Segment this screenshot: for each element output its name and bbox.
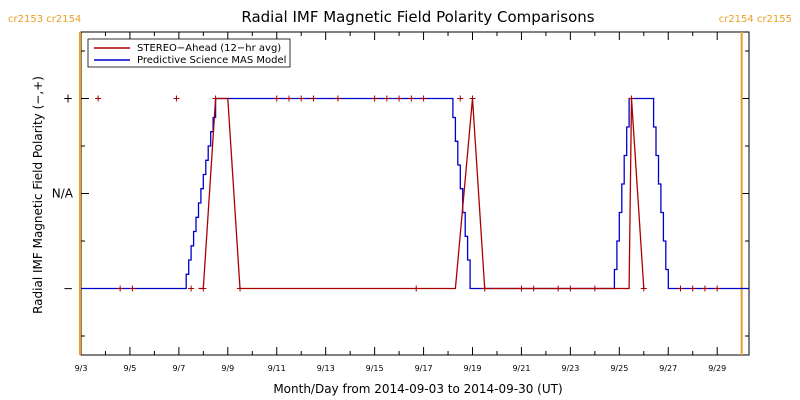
plot-frame xyxy=(80,31,750,356)
legend: STEREO−Ahead (12−hr avg) Predictive Scie… xyxy=(87,38,291,68)
y-axis-label: Radial IMF Magnetic Field Polarity (−,+) xyxy=(31,76,45,314)
x-tick-label: 9/11 xyxy=(268,364,286,373)
legend-mas-label: Predictive Science MAS Model xyxy=(137,55,286,66)
chart-title: Radial IMF Magnetic Field Polarity Compa… xyxy=(241,8,594,26)
x-tick-label: 9/9 xyxy=(221,364,234,373)
x-tick-label: 9/5 xyxy=(124,364,137,373)
axis-ticks xyxy=(80,32,749,355)
y-tick-label: − xyxy=(63,282,73,296)
series-mas-line xyxy=(81,97,749,290)
y-tick-label: + xyxy=(63,92,73,106)
carrington-left-label: cr2153 cr2154 xyxy=(8,14,81,25)
series-stereo-markers xyxy=(95,95,721,292)
x-tick-label: 9/3 xyxy=(75,364,88,373)
y-tick-label: N/A xyxy=(52,187,74,201)
x-tick-label: 9/25 xyxy=(610,364,628,373)
carrington-right-label: cr2154 cr2155 xyxy=(719,14,792,25)
x-tick-label: 9/23 xyxy=(561,364,579,373)
y-tick-labels: + N/A − xyxy=(52,92,74,296)
x-tick-label: 9/7 xyxy=(172,364,185,373)
x-tick-label: 9/17 xyxy=(415,364,433,373)
x-tick-label: 9/29 xyxy=(708,364,726,373)
x-tick-labels: 9/3 9/5 9/7 9/9 9/11 9/13 9/15 9/17 9/19 9/21 9/23… xyxy=(75,364,727,373)
series-stereo-line xyxy=(198,97,645,290)
legend-box xyxy=(87,38,291,68)
x-tick-label: 9/19 xyxy=(464,364,482,373)
x-tick-label: 9/21 xyxy=(512,364,530,373)
x-tick-label: 9/15 xyxy=(366,364,384,373)
x-axis-label: Month/Day from 2014-09-03 to 2014-09-30 … xyxy=(273,382,562,396)
legend-stereo-label: STEREO−Ahead (12−hr avg) xyxy=(137,43,281,54)
x-tick-label: 9/27 xyxy=(659,364,677,373)
x-tick-label: 9/13 xyxy=(317,364,335,373)
